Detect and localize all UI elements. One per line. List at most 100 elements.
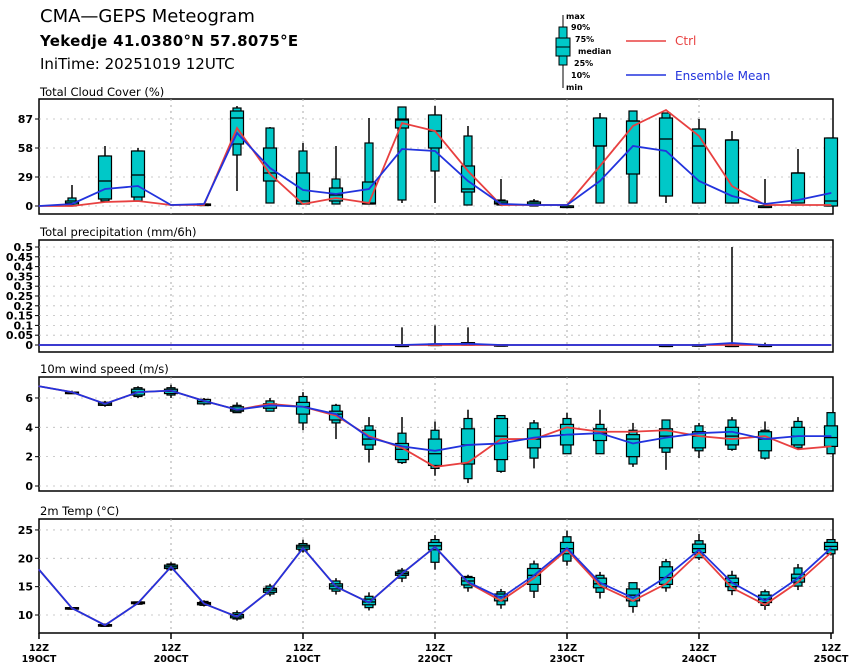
box-plot — [757, 589, 773, 610]
ctrl-point — [797, 448, 799, 450]
box-p25-p75 — [625, 434, 641, 458]
mean-point — [764, 600, 766, 602]
wind-speed-panel: 10m wind speed (m/s) 0 2 4 6 — [25, 362, 839, 493]
mean-point — [665, 576, 667, 578]
ctrl-point — [467, 344, 469, 346]
mean-point — [401, 573, 403, 575]
box-plot — [790, 149, 806, 204]
box-plot — [823, 137, 839, 207]
mean-point — [38, 385, 40, 387]
x-tick-label-date: 19OCT — [22, 654, 57, 665]
y-tick-label: 0.25 — [6, 290, 33, 303]
mean-point — [236, 409, 238, 411]
mean-point — [137, 391, 139, 393]
box-p25-p75 — [823, 137, 839, 207]
ctrl-point — [830, 552, 832, 554]
box-p25-p75 — [427, 438, 443, 467]
box-plot — [328, 146, 344, 205]
box-plot — [493, 179, 509, 206]
mean-point — [170, 566, 172, 568]
mean-point — [137, 344, 139, 346]
ctrl-point — [599, 584, 601, 587]
mean-point — [335, 344, 337, 346]
ctrl-point — [599, 165, 601, 167]
mean-point — [71, 344, 73, 346]
box-plot — [625, 110, 641, 204]
mean-point — [797, 344, 799, 346]
y-tick-label: 58 — [18, 142, 33, 155]
ctrl-point — [533, 438, 535, 440]
y-tick-label: 15 — [18, 581, 33, 594]
initime-label: IniTime: 20251019 12UTC — [40, 55, 235, 73]
mean-point — [599, 582, 601, 584]
mean-point — [302, 406, 304, 408]
ctrl-point — [764, 604, 766, 606]
mean-point — [830, 344, 832, 346]
cloud-cover-panel: Total Cloud Cover (%) 0 29 58 87 — [18, 85, 839, 215]
ctrl-point — [797, 204, 799, 206]
mean-point — [401, 445, 403, 447]
ctrl-point — [665, 583, 667, 585]
box-plot — [97, 146, 113, 202]
mean-point — [401, 148, 403, 150]
mean-point — [533, 436, 535, 439]
mean-point — [698, 180, 700, 182]
mean-point — [632, 442, 634, 445]
box-plot — [394, 327, 410, 348]
mean-point — [302, 344, 304, 346]
ctrl-point — [830, 445, 832, 447]
y-tick-label: 0 — [25, 200, 33, 213]
box-p25-p75 — [97, 155, 113, 200]
mean-point — [368, 188, 370, 190]
mean-point — [566, 434, 568, 436]
mean-point — [170, 204, 172, 206]
mean-point — [434, 150, 436, 152]
mean-point — [797, 199, 799, 201]
mean-point — [731, 582, 733, 584]
mean-point — [566, 204, 568, 206]
mean-point — [599, 432, 601, 434]
x-tick-label-time: 12Z — [821, 643, 841, 654]
mean-point — [401, 344, 403, 346]
mean-point — [731, 195, 733, 197]
mean-point — [335, 193, 337, 195]
mean-point — [302, 189, 304, 191]
ctrl-point — [500, 600, 502, 602]
mean-point — [764, 438, 766, 440]
mean-point — [500, 344, 502, 346]
legend-p90-label: 90% — [571, 23, 590, 32]
precipitation-panel: Total precipitation (mm/6h) 00.050.10.15… — [6, 225, 834, 353]
ctrl-point — [434, 466, 436, 468]
chart-title: CMA—GEPS Meteogram — [40, 6, 255, 27]
ctrl-point — [698, 435, 700, 437]
ctrl-point — [467, 170, 469, 172]
wind-speed-title: 10m wind speed (m/s) — [40, 362, 169, 376]
legend: max 90% 75% median 25% 10% min Ctrl Ense… — [555, 12, 770, 92]
cloud-cover-title: Total Cloud Cover (%) — [39, 85, 164, 99]
ctrl-point — [665, 109, 667, 111]
mean-point — [797, 435, 799, 437]
ctrl-point — [731, 185, 733, 187]
mean-point — [599, 180, 601, 182]
y-tick-label: 10 — [18, 609, 34, 622]
mean-point — [467, 180, 469, 182]
ctrl-point — [104, 201, 106, 203]
mean-point — [170, 344, 172, 346]
box-p25-p75 — [130, 150, 146, 198]
legend-ctrl-label: Ctrl — [675, 34, 696, 48]
y-tick-label: 0.4 — [14, 261, 34, 274]
x-tick-label-time: 12Z — [293, 643, 313, 654]
y-tick-label: 6 — [25, 392, 33, 405]
ctrl-point — [566, 426, 568, 428]
box-plot — [130, 148, 146, 202]
y-tick-label: 0 — [25, 339, 33, 352]
ctrl-point — [533, 577, 535, 579]
y-tick-label: 0.5 — [14, 241, 34, 254]
box-plot — [262, 127, 278, 204]
box-plot — [658, 419, 674, 470]
mean-point — [137, 602, 139, 604]
ctrl-point — [203, 204, 205, 206]
y-tick-label: 0.3 — [14, 280, 34, 293]
mean-point — [467, 444, 469, 446]
box-p25-p75 — [658, 117, 674, 197]
